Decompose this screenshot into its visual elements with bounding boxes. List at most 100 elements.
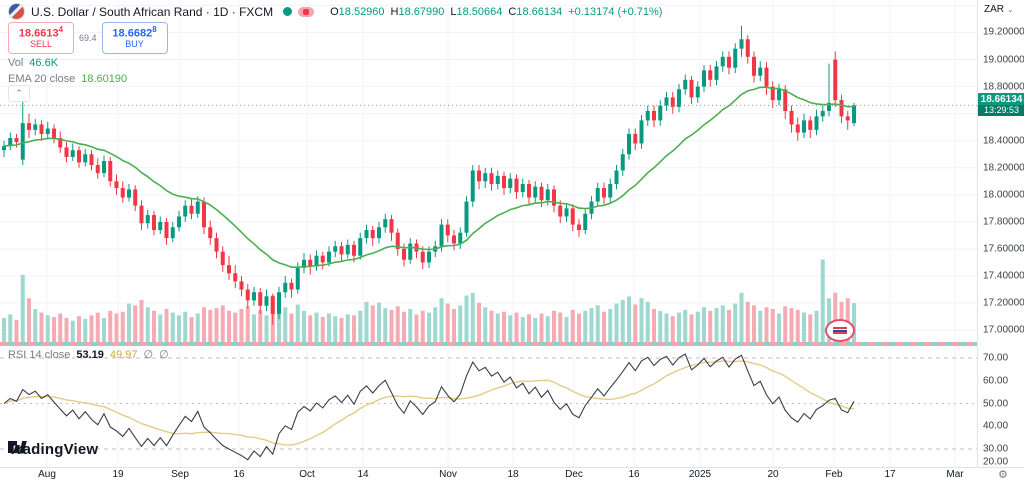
volume-bar (214, 308, 219, 345)
candle-body (214, 238, 219, 252)
tradingview-logo[interactable]: TradingView (8, 441, 98, 458)
volume-bar (120, 311, 125, 345)
candle-body (402, 248, 406, 260)
chart-plot-area[interactable] (0, 0, 977, 467)
volume-bar (95, 312, 100, 345)
price-tick-label: 18.80000 (983, 81, 1024, 93)
candle-body (639, 120, 644, 144)
candle-body (308, 259, 313, 267)
rsi-tick-label: 70.00 (983, 352, 1009, 364)
candle-body (52, 128, 56, 138)
candle-body (152, 215, 156, 230)
rsi-label: RSI 14 close (8, 348, 71, 361)
candle-body (102, 161, 106, 174)
candle-body (289, 282, 294, 290)
volume-bar (614, 303, 619, 345)
volume-legend[interactable]: Vol 46.6K (8, 57, 58, 69)
ema-legend[interactable]: EMA 20 close 18.60190 (8, 73, 127, 85)
rsi-ma-line (3, 360, 855, 446)
currency-selector[interactable]: ZAR ⌄ (984, 4, 1014, 15)
candle-body (570, 208, 575, 225)
candle-body (814, 116, 819, 130)
volume-bar (295, 304, 300, 345)
candle-body (264, 296, 269, 306)
volume-bar (177, 315, 181, 345)
buy-button[interactable]: 18.66828 BUY (101, 22, 168, 54)
candle-body (177, 216, 181, 228)
ema-value: 18.60190 (81, 73, 128, 85)
candle-body (533, 186, 538, 198)
volume-bar (264, 315, 269, 345)
volume-bar (127, 303, 131, 345)
symbol-title[interactable]: U.S. Dollar / South African Rand · 1D · … (31, 4, 274, 19)
time-tick-label: Nov (439, 469, 457, 480)
volume-bar (414, 314, 419, 345)
candle-body (470, 170, 475, 202)
candle-body (377, 227, 381, 239)
volume-bar (70, 320, 75, 345)
volume-bar (689, 314, 694, 345)
symbol-legend[interactable]: U.S. Dollar / South African Rand · 1D · … (8, 3, 662, 20)
volume-bar (89, 315, 94, 345)
candle-body (477, 170, 481, 182)
volume-bar (545, 316, 550, 345)
rsi-line (3, 353, 855, 461)
volume-bar (8, 314, 13, 345)
collapse-legend-button[interactable]: ⌃ (8, 85, 30, 102)
gear-icon[interactable]: ⚙ (998, 469, 1008, 481)
volume-bar (245, 306, 250, 345)
instrument-logo-icon (8, 3, 25, 20)
time-axis[interactable]: ⚙ Aug 19 Sep 16 Oct 14 Nov 18 Dec 16 2025 20 Feb 17 Ma… (0, 467, 1024, 481)
candle-body (745, 39, 750, 57)
volume-bar (652, 309, 656, 345)
candle-body (233, 273, 238, 282)
candle-body (458, 232, 463, 244)
price-axis[interactable]: ZAR ⌄ 18.66134 13:29:53 19.20000 19.00000… (977, 0, 1024, 468)
volume-bar (145, 307, 150, 345)
rsi-legend[interactable]: RSI 14 close 53.19 49.97 ∅ ∅ (8, 348, 169, 362)
volume-bar (795, 309, 800, 345)
candle-body (302, 259, 306, 268)
candle-body (552, 189, 556, 206)
chevron-down-icon: ⌄ (1007, 5, 1014, 14)
candle-body (464, 201, 469, 233)
candle-body (445, 224, 450, 236)
candle-body (739, 39, 744, 49)
volume-bar (183, 311, 188, 345)
candle-body (664, 97, 669, 106)
volume-series[interactable] (2, 259, 856, 346)
candle-body (539, 186, 544, 201)
sell-button[interactable]: 18.66134 SELL (8, 22, 74, 54)
volume-bar (664, 313, 669, 345)
volume-bar (739, 292, 744, 345)
candle-body (239, 281, 244, 290)
volume-bar (464, 295, 469, 345)
volume-bar (470, 292, 475, 345)
candle-body (352, 244, 356, 256)
candlestick-series[interactable] (2, 25, 856, 325)
buy-price-sup: 8 (152, 25, 157, 35)
candle-body (564, 208, 569, 217)
time-tick-label: Oct (299, 469, 315, 480)
volume-bar (645, 301, 650, 345)
volume-bar (539, 313, 544, 345)
candle-body (770, 86, 775, 101)
volume-bar (58, 313, 63, 345)
rsi-lower-band-value: ∅ (159, 349, 169, 361)
volume-bar (283, 307, 288, 345)
volume-bar (195, 313, 200, 345)
candle-body (108, 161, 113, 182)
candle-body (720, 56, 725, 67)
volume-bar (220, 305, 225, 345)
candle-body (645, 110, 650, 121)
volume-bar (308, 315, 313, 345)
candle-body (614, 170, 619, 184)
price-tick-label: 17.80000 (983, 216, 1024, 228)
rsi-tick-label: 50.00 (983, 398, 1009, 410)
spread-value: 69.4 (79, 33, 97, 43)
price-tick-label: 17.20000 (983, 297, 1024, 309)
candle-body (702, 70, 706, 87)
volume-bar (83, 318, 88, 345)
volume-bar (289, 313, 294, 345)
